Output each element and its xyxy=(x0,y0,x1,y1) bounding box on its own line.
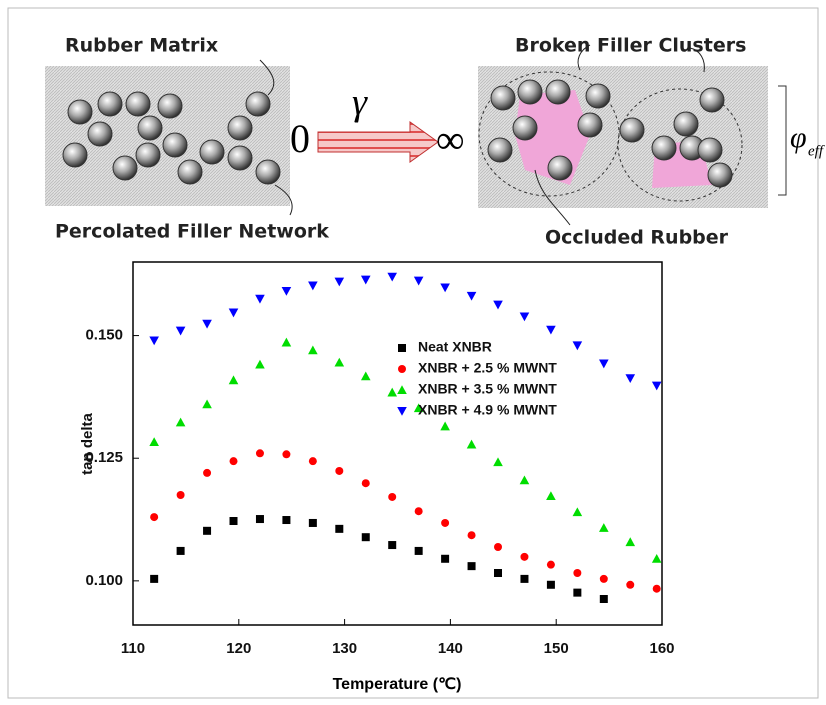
marker xyxy=(415,547,423,555)
marker xyxy=(520,575,528,583)
filler-particle xyxy=(578,113,602,137)
marker xyxy=(203,527,211,535)
marker xyxy=(335,467,343,475)
filler-particle xyxy=(674,112,698,136)
filler-particle xyxy=(546,80,570,104)
marker xyxy=(494,569,502,577)
marker xyxy=(520,553,528,561)
marker xyxy=(600,595,608,603)
label: Broken Filler Clusters xyxy=(515,35,746,57)
filler-particle xyxy=(138,116,162,140)
filler-particle xyxy=(200,140,224,164)
marker xyxy=(150,513,158,521)
y-tick-label: 0.150 xyxy=(85,327,123,344)
filler-particle xyxy=(63,143,87,167)
filler-particle xyxy=(256,160,280,184)
filler-particle xyxy=(163,133,187,157)
marker xyxy=(177,547,185,555)
label: Occluded Rubber xyxy=(545,227,729,249)
marker xyxy=(653,585,661,593)
label: Rubber Matrix xyxy=(65,35,218,57)
x-axis-label: Temperature (℃) xyxy=(333,676,462,693)
filler-particle xyxy=(548,156,572,180)
legend-label: XNBR + 3.5 % MWNT xyxy=(418,381,557,397)
filler-particle xyxy=(88,122,112,146)
symbol: 0 xyxy=(290,116,310,161)
marker xyxy=(150,575,158,583)
filler-particle xyxy=(228,116,252,140)
marker xyxy=(388,541,396,549)
filler-particle xyxy=(652,136,676,160)
filler-particle xyxy=(228,146,252,170)
y-tick-label: 0.125 xyxy=(85,449,123,466)
filler-particle xyxy=(513,116,537,140)
marker xyxy=(441,555,449,563)
marker xyxy=(573,569,581,577)
marker xyxy=(309,519,317,527)
legend-label: XNBR + 4.9 % MWNT xyxy=(418,402,557,418)
marker xyxy=(203,469,211,477)
x-tick-label: 110 xyxy=(121,640,145,657)
marker xyxy=(309,457,317,465)
marker xyxy=(626,581,634,589)
x-tick-label: 160 xyxy=(649,640,674,657)
symbol: ∞ xyxy=(436,117,465,162)
marker xyxy=(468,531,476,539)
filler-particle xyxy=(113,156,137,180)
marker xyxy=(398,344,406,352)
legend-label: XNBR + 2.5 % MWNT xyxy=(418,360,557,376)
filler-particle xyxy=(586,84,610,108)
marker xyxy=(282,450,290,458)
marker xyxy=(177,491,185,499)
marker xyxy=(256,449,264,457)
marker xyxy=(573,589,581,597)
marker xyxy=(362,533,370,541)
marker xyxy=(547,581,555,589)
marker xyxy=(230,517,238,525)
filler-particle xyxy=(98,92,122,116)
marker xyxy=(335,525,343,533)
filler-particle xyxy=(620,118,644,142)
marker xyxy=(600,575,608,583)
marker xyxy=(468,562,476,570)
marker xyxy=(256,515,264,523)
filler-particle xyxy=(126,92,150,116)
filler-particle xyxy=(700,88,724,112)
marker xyxy=(282,516,290,524)
marker xyxy=(398,365,406,373)
symbol: φ xyxy=(790,121,807,154)
symbol: eff xyxy=(808,143,825,159)
filler-particle xyxy=(178,160,202,184)
figure: Rubber Matrix Percolated Filler Network … xyxy=(0,0,826,705)
marker xyxy=(415,507,423,515)
filler-particle xyxy=(158,94,182,118)
filler-particle xyxy=(518,80,542,104)
marker xyxy=(388,493,396,501)
filler-particle xyxy=(708,163,732,187)
filler-particle xyxy=(698,138,722,162)
label: Percolated Filler Network xyxy=(55,221,329,243)
filler-particle xyxy=(68,100,92,124)
marker xyxy=(547,561,555,569)
marker xyxy=(230,457,238,465)
marker xyxy=(441,519,449,527)
filler-particle xyxy=(488,138,512,162)
filler-particle xyxy=(491,86,515,110)
filler-particle xyxy=(246,92,270,116)
x-tick-label: 140 xyxy=(438,640,463,657)
x-tick-label: 130 xyxy=(332,640,357,657)
filler-particle xyxy=(136,143,160,167)
y-tick-label: 0.100 xyxy=(85,572,123,589)
x-tick-label: 150 xyxy=(544,640,569,657)
x-tick-label: 120 xyxy=(226,640,251,657)
symbol: γ xyxy=(352,82,368,124)
marker xyxy=(362,479,370,487)
marker xyxy=(494,543,502,551)
legend-label: Neat XNBR xyxy=(418,339,492,355)
